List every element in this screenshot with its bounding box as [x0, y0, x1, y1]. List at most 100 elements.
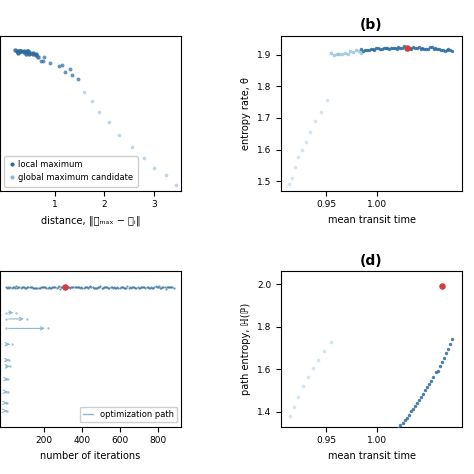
- Point: [409, 405, 417, 412]
- Point: [402, 44, 410, 51]
- Point: [2, 356, 9, 364]
- Point: [154, 283, 162, 291]
- Point: [294, 154, 302, 161]
- Point: [96, 109, 103, 116]
- Point: [376, 45, 384, 53]
- Point: [29, 51, 36, 58]
- Point: [9, 340, 16, 348]
- Point: [170, 284, 177, 292]
- Point: [156, 284, 164, 292]
- Point: [109, 284, 117, 292]
- Point: [310, 365, 317, 372]
- Point: [54, 283, 62, 291]
- Point: [285, 181, 293, 188]
- Point: [141, 283, 148, 291]
- Point: [125, 284, 132, 292]
- Point: [419, 390, 427, 398]
- Point: [361, 46, 369, 54]
- Point: [80, 284, 87, 292]
- Point: [55, 283, 63, 290]
- Point: [108, 283, 116, 291]
- Point: [407, 408, 415, 415]
- Point: [74, 76, 82, 83]
- Point: [147, 283, 155, 291]
- Point: [8, 284, 15, 292]
- Point: [90, 284, 98, 292]
- Point: [68, 71, 76, 79]
- Point: [85, 283, 93, 291]
- Point: [51, 283, 58, 291]
- Point: [103, 283, 111, 291]
- Point: [415, 396, 423, 403]
- Point: [105, 118, 113, 126]
- Point: [56, 285, 64, 292]
- Point: [374, 45, 382, 52]
- Point: [403, 414, 410, 422]
- Point: [66, 65, 74, 73]
- Point: [438, 358, 446, 365]
- Point: [22, 50, 29, 58]
- Point: [2, 363, 9, 370]
- Point: [97, 283, 104, 290]
- Point: [434, 367, 441, 374]
- Text: (d): (d): [360, 255, 383, 268]
- Point: [40, 53, 48, 61]
- Point: [89, 283, 96, 291]
- Point: [388, 432, 396, 440]
- Point: [39, 57, 47, 65]
- Point: [37, 283, 45, 291]
- Point: [60, 283, 67, 291]
- Point: [72, 283, 80, 291]
- Point: [2, 325, 9, 332]
- Point: [428, 377, 435, 385]
- Point: [5, 356, 13, 364]
- Point: [291, 163, 299, 171]
- Point: [128, 144, 136, 151]
- Point: [37, 57, 45, 65]
- Point: [48, 283, 56, 291]
- Point: [369, 46, 376, 53]
- Point: [430, 45, 438, 53]
- Point: [426, 44, 434, 51]
- Point: [83, 283, 91, 291]
- Point: [346, 47, 354, 55]
- Point: [445, 45, 452, 53]
- Point: [142, 284, 149, 292]
- Point: [66, 284, 74, 292]
- Point: [100, 283, 108, 291]
- Point: [398, 44, 406, 52]
- Point: [61, 68, 69, 76]
- Point: [128, 283, 136, 291]
- Point: [163, 283, 171, 291]
- Point: [124, 282, 131, 290]
- Point: [4, 388, 11, 396]
- Point: [99, 284, 107, 292]
- Point: [441, 47, 448, 55]
- Point: [88, 97, 96, 105]
- Legend: local maximum, global maximum candidate: local maximum, global maximum candidate: [4, 156, 137, 187]
- Point: [378, 45, 385, 52]
- Point: [33, 51, 40, 59]
- Point: [133, 284, 140, 292]
- Point: [368, 457, 375, 465]
- Point: [145, 284, 153, 292]
- Point: [11, 46, 18, 54]
- Point: [58, 62, 66, 69]
- Point: [382, 441, 390, 448]
- Point: [23, 47, 30, 55]
- Point: [29, 49, 37, 56]
- Legend: optimization path: optimization path: [80, 407, 177, 422]
- Point: [159, 283, 166, 291]
- Point: [20, 48, 27, 56]
- Point: [23, 315, 30, 323]
- Point: [81, 89, 88, 96]
- Point: [299, 383, 307, 390]
- Point: [15, 283, 22, 291]
- Point: [17, 284, 24, 292]
- Point: [115, 131, 123, 138]
- Point: [53, 284, 60, 292]
- Point: [417, 45, 424, 53]
- Point: [69, 283, 76, 291]
- Point: [420, 46, 428, 53]
- Point: [376, 448, 383, 456]
